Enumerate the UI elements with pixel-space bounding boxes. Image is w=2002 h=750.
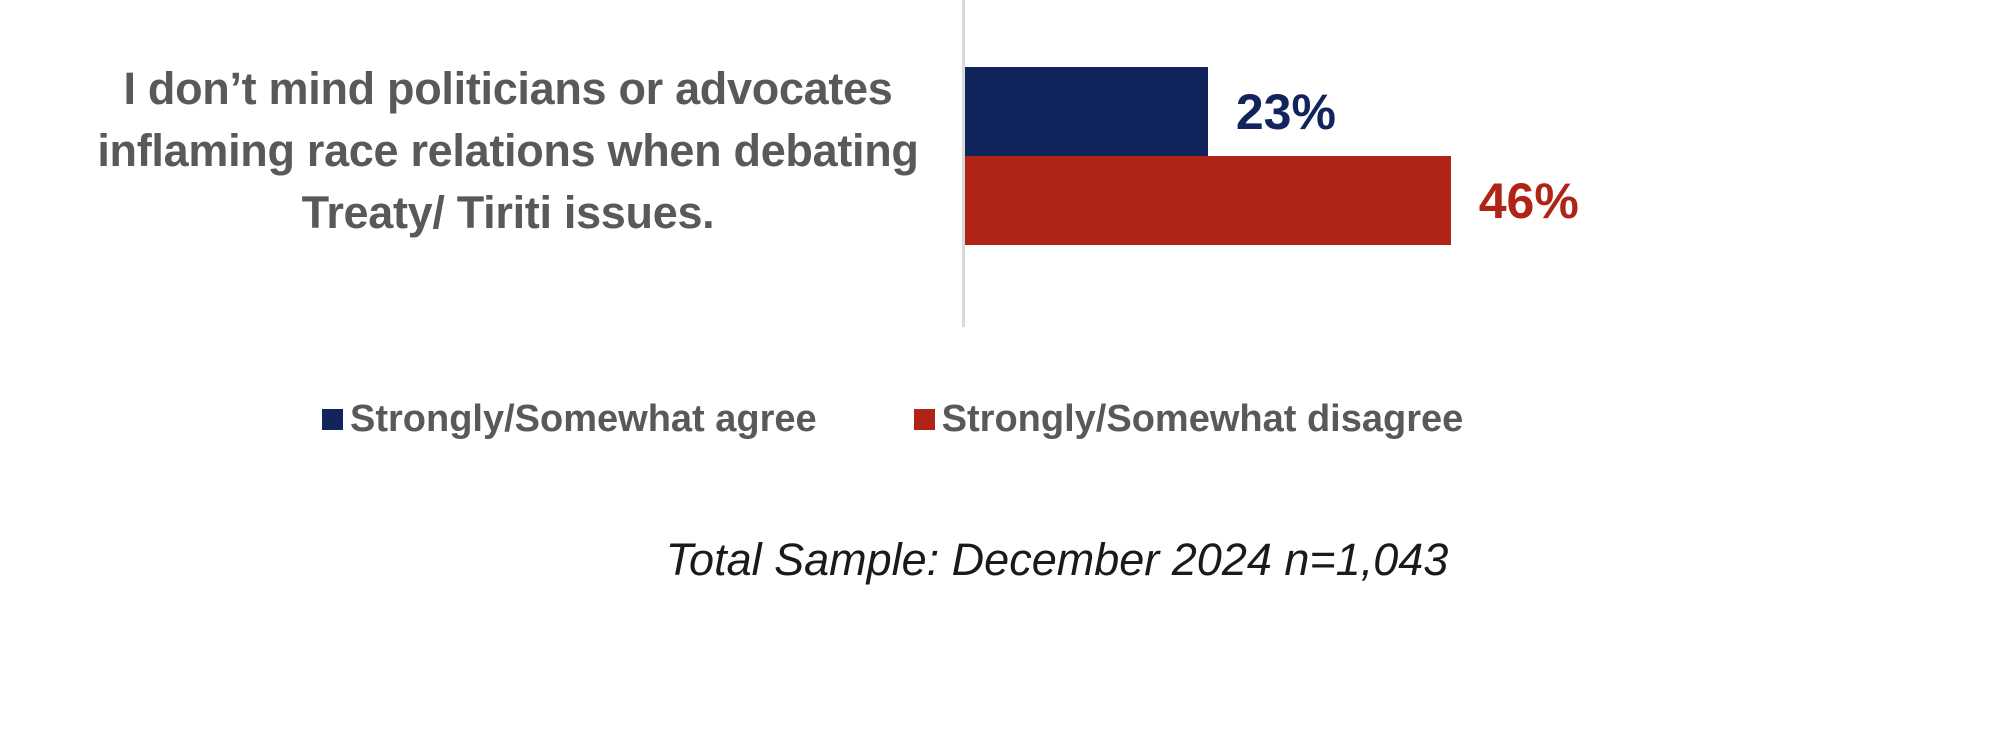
footnote: Total Sample: December 2024 n=1,043 xyxy=(665,534,1449,585)
bar-row-agree: 23% xyxy=(965,67,2002,156)
bar-value-label-disagree: 46% xyxy=(1478,172,1579,229)
legend-item-disagree: Strongly/Somewhat disagree xyxy=(913,398,1464,441)
bar-value-label-agree: 23% xyxy=(1235,83,1336,140)
legend: Strongly/Somewhat agree Strongly/Somewha… xyxy=(322,398,1463,441)
bar-agree xyxy=(965,67,1208,156)
y-axis-line xyxy=(962,0,965,327)
legend-swatch-agree-icon xyxy=(322,409,343,430)
bar-disagree xyxy=(965,156,1451,245)
legend-swatch-disagree-icon xyxy=(913,409,935,430)
chart-statement: I don’t mind politicians or advocates in… xyxy=(97,63,919,238)
legend-item-agree: Strongly/Somewhat agree xyxy=(322,398,817,441)
bar-row-disagree: 46% xyxy=(965,156,2002,245)
legend-label-disagree: Strongly/Somewhat disagree xyxy=(941,398,1464,440)
bar-plot: 23% 46% xyxy=(965,0,2002,327)
legend-label-agree: Strongly/Somewhat agree xyxy=(350,398,817,440)
